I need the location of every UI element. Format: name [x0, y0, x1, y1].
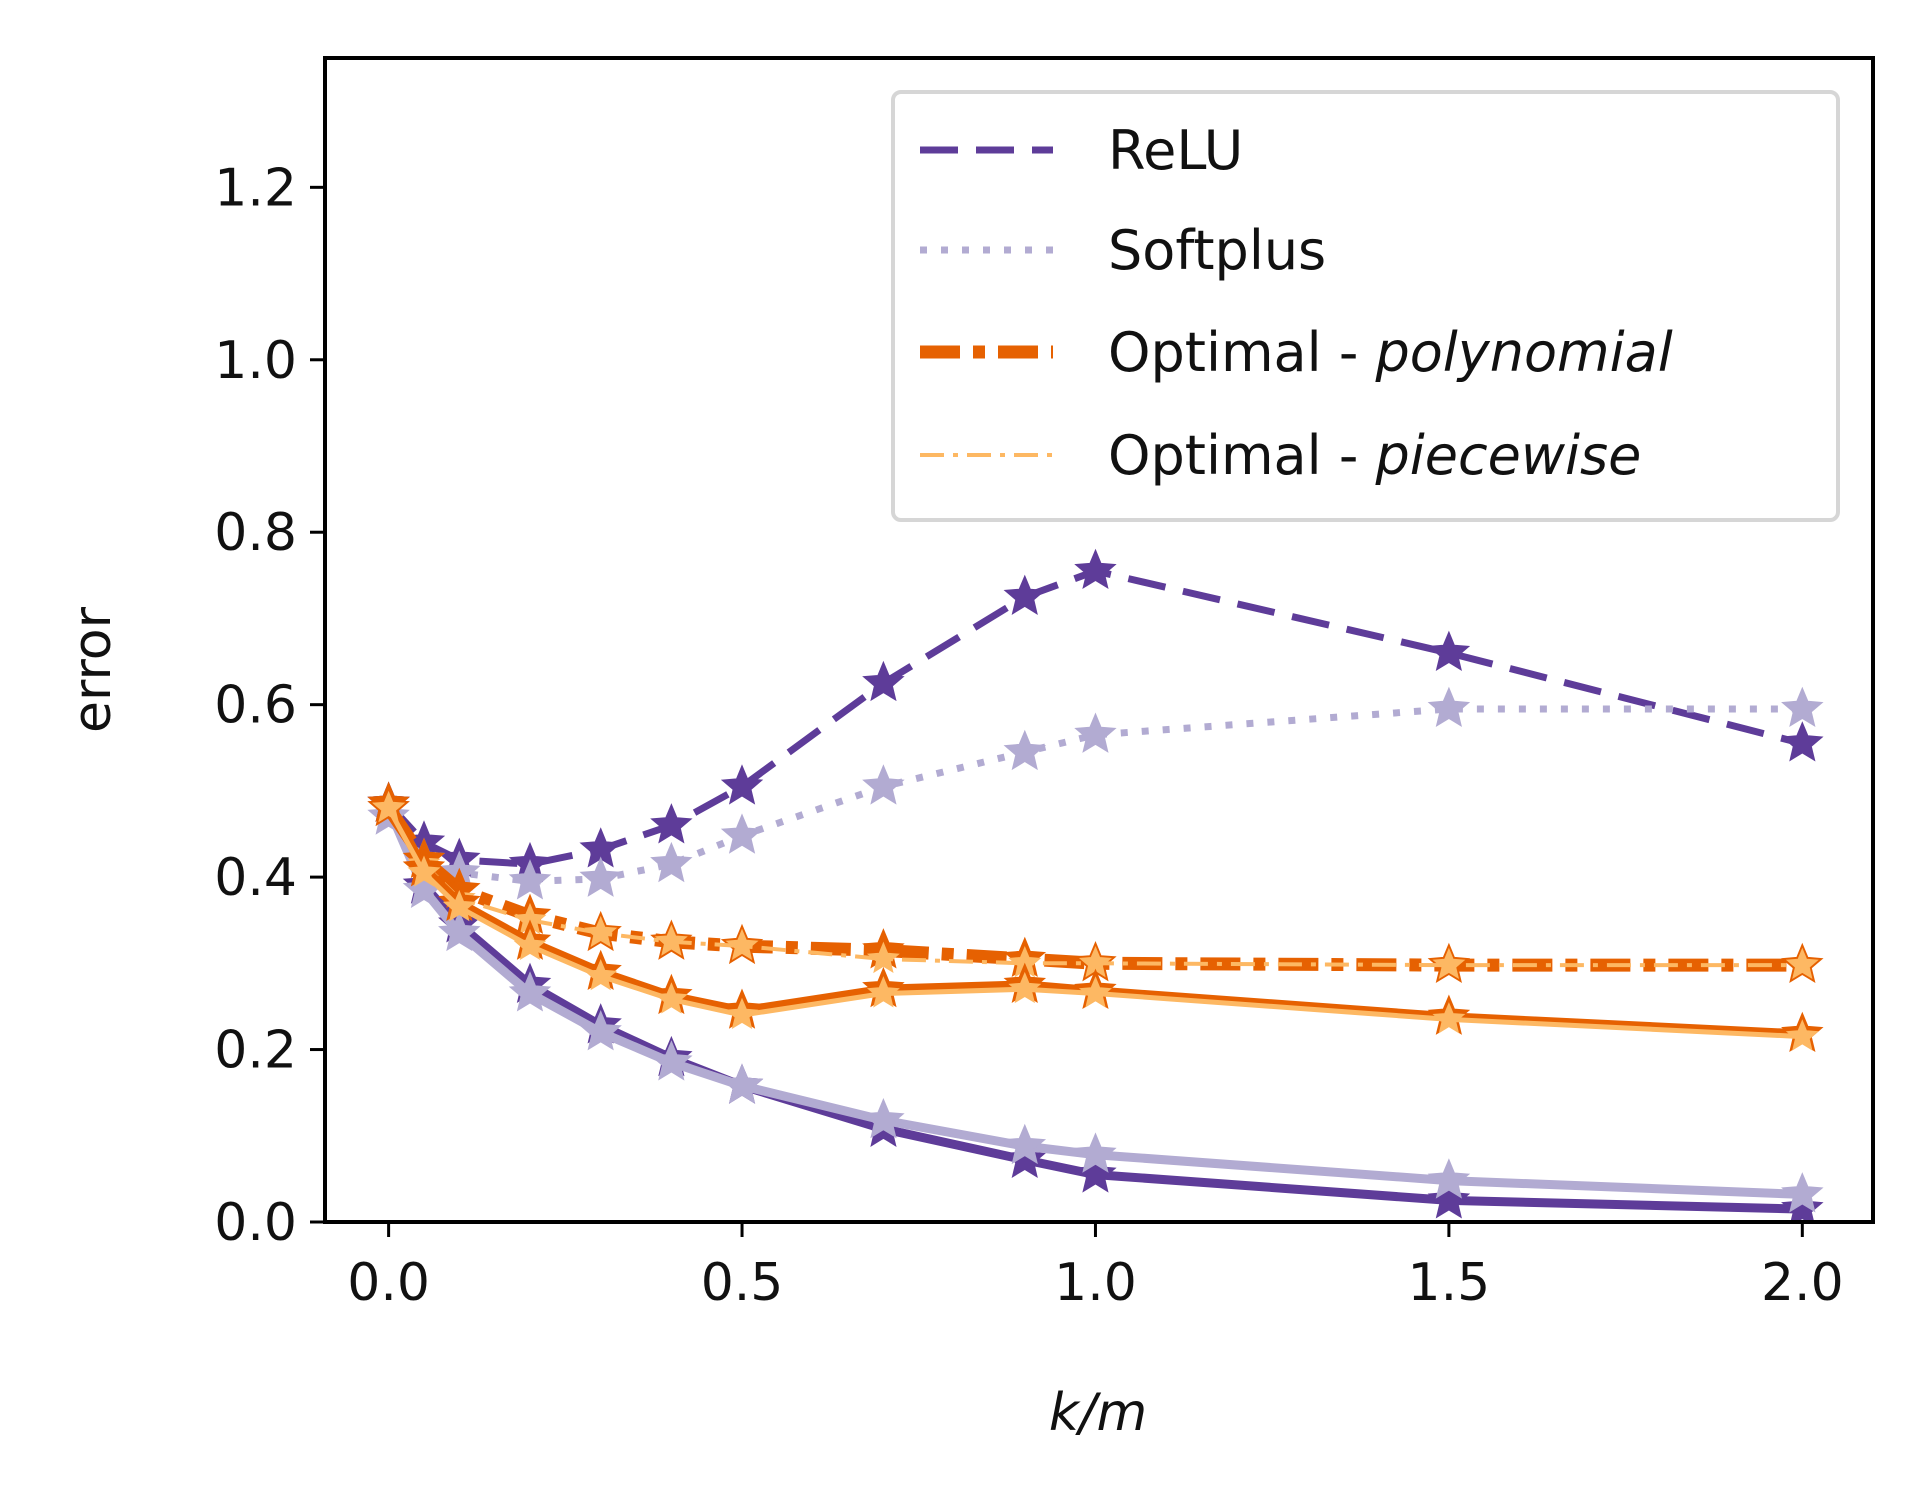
series-point-relu-solid — [1003, 1137, 1047, 1178]
legend-label-text: ReLU — [1108, 119, 1243, 182]
series-point-relu-dashed — [720, 764, 764, 805]
y-axis-label: error — [63, 606, 123, 733]
series-point-relu-solid — [1074, 1152, 1117, 1193]
series-point-relu-dashed — [1427, 630, 1471, 671]
legend-label-softplus: Softplus — [1108, 219, 1326, 282]
series-point-piece-thin-solid — [584, 959, 618, 991]
series-point-softplus-solid — [1074, 1132, 1117, 1173]
legend-label-text: Optimal - — [1108, 321, 1375, 384]
series-point-piece-thin-solid — [372, 790, 406, 823]
series-point-piece-thin-dashdot — [584, 915, 618, 948]
series-point-softplus-dotted — [1074, 712, 1117, 753]
y-tick-label: 0.8 — [214, 503, 297, 563]
series-point-piece-thin-dashdot — [1432, 947, 1466, 980]
legend-label-italic: piecewise — [1374, 424, 1641, 487]
series-point-piece-thin-dashdot — [725, 928, 759, 961]
series-point-piece-thin-solid — [407, 855, 441, 887]
y-tick-label: 0.2 — [214, 1021, 297, 1081]
x-tick-label: 2.0 — [1761, 1253, 1844, 1313]
series-point-softplus-dotted — [1781, 686, 1824, 728]
series-point-softplus-solid — [1003, 1123, 1047, 1165]
series-point-softplus-solid — [650, 1040, 693, 1081]
series-point-softplus-dotted — [1427, 686, 1471, 728]
series-point-piece-thin-solid — [1078, 976, 1112, 1008]
series-point-softplus-solid — [862, 1098, 905, 1139]
series-point-relu-dashed — [862, 660, 905, 702]
series-point-piece-thin-solid — [654, 982, 688, 1014]
series-point-softplus-solid — [508, 971, 552, 1012]
axes-frame — [323, 56, 1875, 1224]
series-point-softplus-dotted — [650, 841, 693, 883]
series-point-piece-thin-solid — [513, 928, 547, 961]
series-point-piece-thin-solid — [1008, 971, 1042, 1004]
y-tick-label: 0.4 — [214, 848, 297, 908]
series-group — [367, 548, 1824, 1222]
x-tick-label: 1.0 — [1054, 1253, 1137, 1313]
x-tick-label: 1.5 — [1408, 1253, 1491, 1313]
series-point-piece-thin-dashdot — [654, 924, 688, 956]
legend-label-text: Softplus — [1108, 219, 1326, 282]
y-tick-label: 0.0 — [214, 1193, 297, 1253]
series-point-softplus-dotted — [508, 859, 552, 900]
series-point-relu-solid — [1781, 1186, 1824, 1222]
x-axis-label: k/m — [1049, 1383, 1147, 1443]
axes: 0.0 0.5 1.0 1.5 2.0 0.0 0.2 0.4 0.6 0.8 1.0 1.2 — [214, 56, 1875, 1313]
series-point-softplus-solid — [1781, 1172, 1824, 1213]
series-point-softplus-dotted — [720, 813, 764, 854]
series-point-piece-thin-dashdot — [1785, 947, 1819, 980]
series-point-softplus-solid — [438, 910, 481, 952]
series-point-piece-thin-solid — [442, 889, 476, 922]
legend-label-italic: polynomial — [1374, 321, 1672, 384]
series-point-softplus-dotted — [1003, 729, 1047, 771]
series-point-softplus-dotted — [579, 856, 622, 897]
series-point-piece-thin-solid — [1432, 1002, 1466, 1034]
legend-label-poly: Optimal - polynomial — [1108, 321, 1673, 384]
series-point-piece-thin-solid — [866, 976, 900, 1008]
plot-area — [367, 548, 1824, 1222]
x-tick-label: 0.0 — [347, 1253, 430, 1313]
y-tick-label: 1.0 — [214, 331, 297, 391]
series-point-softplus-solid — [720, 1063, 764, 1104]
series-point-softplus-solid — [579, 1009, 622, 1051]
legend-label-text: Optimal - — [1108, 424, 1375, 487]
legend-label-relu: ReLU — [1108, 119, 1243, 182]
series-point-relu-dashed — [1781, 721, 1824, 762]
series-point-piece-thin-solid — [1785, 1019, 1819, 1051]
y-tick-label: 1.2 — [214, 158, 297, 218]
series-point-relu-dashed — [650, 803, 693, 844]
x-tick-label: 0.5 — [701, 1253, 784, 1313]
legend-label-piece: Optimal - piecewise — [1108, 424, 1641, 487]
series-point-piece-thin-dashdot — [866, 941, 900, 974]
series-point-relu-solid — [1427, 1178, 1471, 1219]
series-point-relu-dashed — [1003, 574, 1047, 615]
series-point-softplus-dotted — [862, 764, 905, 805]
series-point-softplus-solid — [1427, 1158, 1471, 1199]
legend-box — [891, 90, 1840, 522]
series-point-piece-thin-solid — [725, 997, 759, 1030]
series-point-relu-dashed — [1074, 548, 1117, 590]
y-tick-label: 0.6 — [214, 676, 297, 736]
